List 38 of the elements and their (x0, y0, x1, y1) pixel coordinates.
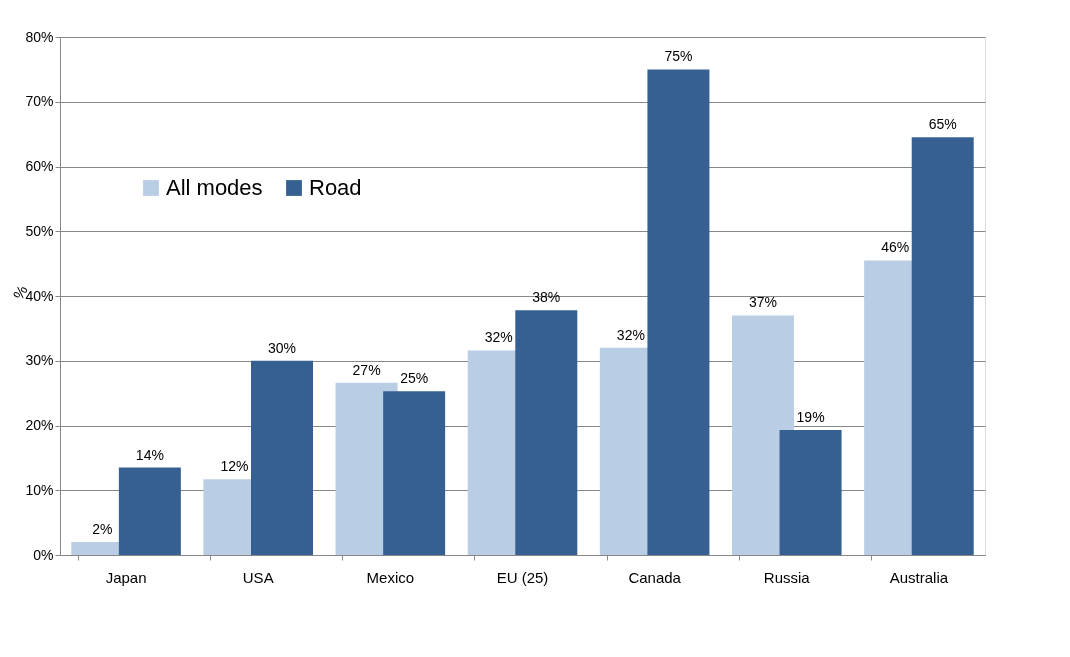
data-label: 25% (400, 370, 429, 387)
data-label: 2% (92, 521, 113, 538)
bar (515, 310, 578, 555)
legend-label: Road (309, 175, 362, 200)
data-label: 38% (532, 289, 561, 306)
bar (779, 430, 842, 555)
x-tick-label: Russia (763, 568, 811, 586)
bar (647, 69, 710, 555)
y-tick-label: 80% (25, 28, 54, 45)
x-tick-label: EU (25) (496, 568, 549, 586)
bar (383, 391, 446, 555)
legend-label: All modes (166, 175, 263, 200)
data-label: 37% (748, 294, 778, 311)
y-tick-label: 70% (25, 93, 54, 110)
y-tick-label: 10% (25, 481, 54, 498)
y-tick-label: 0% (33, 546, 54, 563)
data-label: 75% (664, 48, 693, 65)
x-tick-label: Japan (105, 568, 147, 586)
bar (118, 467, 181, 555)
data-label: 12% (220, 458, 249, 475)
data-label: 19% (796, 409, 825, 426)
data-label: 14% (135, 446, 164, 463)
data-label: 46% (881, 239, 910, 256)
bar (911, 137, 974, 555)
x-tick-label: USA (242, 568, 274, 586)
data-label: 30% (267, 339, 297, 356)
x-tick-label: Canada (628, 568, 682, 586)
x-tick-label: Mexico (366, 568, 415, 586)
data-label: 65% (928, 116, 957, 133)
x-tick-label: Australia (889, 568, 949, 586)
data-label: 32% (484, 329, 513, 346)
y-tick-label: 50% (25, 222, 54, 239)
data-label: 27% (352, 361, 381, 378)
y-tick-label: 60% (25, 158, 54, 174)
y-tick-label: 20% (25, 417, 54, 433)
bar (251, 360, 313, 555)
data-label: 32% (616, 326, 645, 343)
y-tick-label: 30% (25, 352, 54, 369)
